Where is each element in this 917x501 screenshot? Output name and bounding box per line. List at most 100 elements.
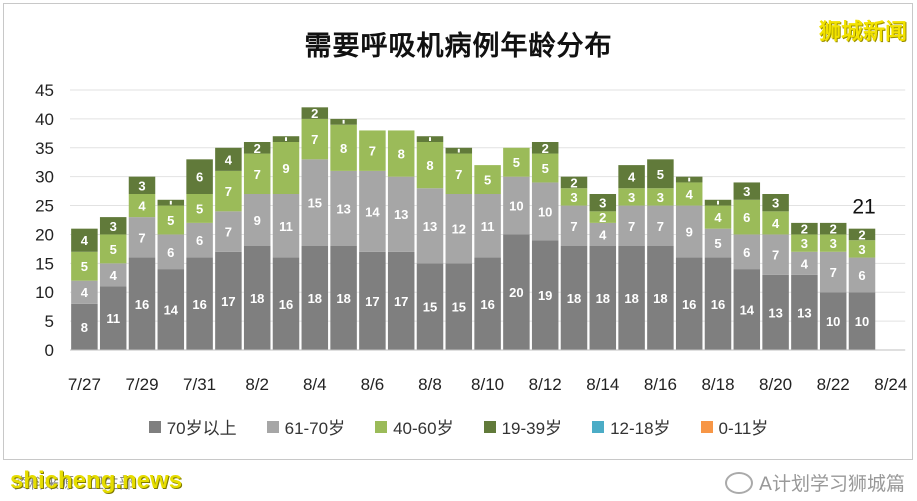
y-tick-label: 25 [35,197,54,216]
data-label: 16 [192,297,206,312]
data-label: 4 [81,233,89,248]
data-label: 18 [596,291,610,306]
data-label: 7 [225,225,232,240]
bar-segment [762,194,789,212]
data-label: 3 [772,196,779,211]
x-tick-label: 8/4 [303,375,327,394]
bar-segment [474,165,501,194]
data-label: 4 [686,187,694,202]
bar-segment [819,251,847,293]
bar-segment [531,153,559,183]
x-tick-label: 8/24 [874,375,907,394]
x-tick-label: 8/2 [245,375,269,394]
bar-segment [762,211,789,235]
data-label: 11 [106,311,120,326]
data-label [457,148,460,153]
legend-swatch [483,420,496,433]
x-tick-label: 8/16 [644,375,677,394]
data-label: 4 [628,170,636,185]
wechat-account: A计划学习狮城篇 [725,469,905,496]
legend-item: 0-11岁 [700,414,768,439]
data-label: 7 [772,248,779,263]
bar-segment [157,269,185,350]
legend-label: 70岁以上 [166,419,237,438]
bar-segment [272,142,300,194]
data-label: 13 [423,219,437,234]
bar-segment [791,251,818,275]
bar-segment [531,182,559,241]
bar-segment [243,153,271,194]
bar-segment [647,246,674,350]
bar-segment [99,286,127,350]
data-label: 18 [308,291,322,306]
x-tick-label: 7/31 [183,375,216,394]
data-label: 6 [196,170,203,185]
bar-segment [157,234,185,270]
data-label: 5 [81,259,88,274]
chart-title: 需要呼吸机病例年龄分布 [304,31,613,62]
bar-segment [445,194,473,264]
bar-segment [387,130,415,177]
data-label: 5 [657,167,664,182]
data-label: 3 [858,242,865,257]
data-label: 5 [196,201,203,216]
data-label [717,200,719,205]
bar-segment [560,176,588,189]
bar-segment [704,228,732,258]
bar-segment [675,257,703,350]
legend-label: 40-60岁 [393,419,454,438]
data-label: 7 [657,219,664,234]
data-label: 4 [81,285,89,300]
bar-segment [762,274,789,350]
bar-segment [243,194,271,246]
data-label: 9 [282,161,289,176]
bar-segment [99,263,127,287]
bar-segment [301,107,329,119]
data-label: 20 [509,285,523,300]
bar-segment [359,251,386,350]
data-label: 2 [311,106,318,121]
bar-segment [99,217,127,235]
y-tick-label: 45 [35,81,54,100]
bar-segment [762,234,789,275]
x-axis: 7/27 7/29 7/31 8/2 8/4 8/6 8/8 8/10 8/12 8/14 8/16… [68,349,907,394]
bar-segment [71,303,98,350]
data-label [342,119,345,124]
bar-segment [215,147,242,171]
bar-segment [618,205,645,246]
bar-segment [272,257,300,350]
data-label: 18 [567,291,581,306]
data-label: 8 [398,147,405,162]
wechat-account-name: A计划学习狮城篇 [759,473,905,495]
bar-segment [128,176,156,194]
total-annotation: 21 [852,196,875,219]
bar-segment [301,159,329,246]
legend-swatch [148,420,161,433]
bar-segment [71,280,98,304]
legend-item: 19-39岁 [483,414,562,439]
data-label: 7 [369,144,376,159]
data-label: 7 [311,132,318,147]
data-label: 19 [538,288,552,303]
y-tick-label: 40 [35,110,54,129]
bar-segment [819,234,847,252]
bar-segment [791,234,818,252]
data-label: 16 [279,297,293,312]
bar-segment [618,188,645,206]
bar-segment [647,188,674,206]
data-label: 13 [394,207,408,222]
bar-segment [330,124,357,171]
data-label: 3 [628,190,635,205]
bar-segment [416,142,444,189]
data-label: 15 [452,300,466,315]
legend-item: 70岁以上 [148,414,237,439]
y-tick-label: 0 [45,341,54,360]
data-label: 14 [164,303,179,318]
data-label: 10 [826,314,840,329]
bar-segment [791,222,818,235]
data-label: 7 [455,167,462,182]
data-label: 7 [570,219,577,234]
x-tick-label: 8/8 [418,375,442,394]
bar-segment [647,159,674,189]
bar-segment [589,211,617,223]
